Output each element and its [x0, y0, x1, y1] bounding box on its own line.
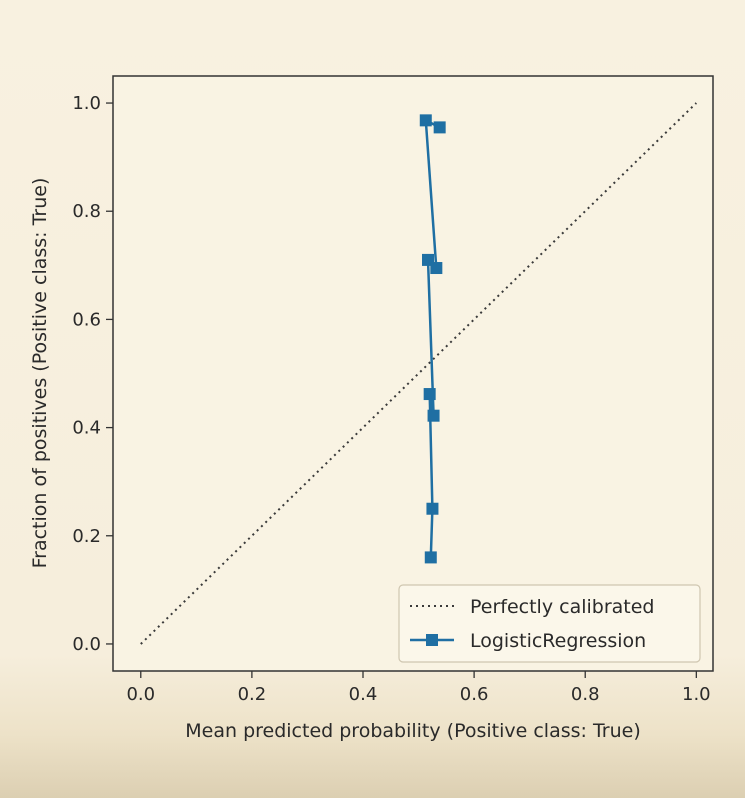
y-tick-label: 0.8	[72, 201, 101, 222]
legend-label-perfectly-calibrated: Perfectly calibrated	[470, 596, 654, 618]
data-point	[430, 262, 443, 275]
y-tick-label: 0.4	[72, 418, 101, 439]
x-axis-label: Mean predicted probability (Positive cla…	[185, 720, 640, 742]
y-axis-label: Fraction of positives (Positive class: T…	[29, 178, 51, 569]
legend-label-logisticregression: LogisticRegression	[470, 630, 646, 652]
data-point	[433, 121, 446, 134]
x-tick-label: 0.0	[126, 684, 155, 705]
y-tick-label: 0.6	[72, 309, 101, 330]
data-point	[427, 409, 440, 422]
legend: Perfectly calibrated LogisticRegression	[398, 584, 701, 663]
legend-marker-logisticregression	[426, 634, 438, 646]
y-ticks: 0.0 0.2 0.4 0.6 0.8 1.0	[72, 93, 113, 655]
data-point	[423, 388, 436, 401]
x-tick-label: 1.0	[682, 684, 711, 705]
y-tick-label: 0.0	[72, 634, 101, 655]
y-tick-label: 0.2	[72, 526, 101, 547]
legend-box	[398, 584, 701, 663]
x-tick-label: 0.6	[460, 684, 489, 705]
plot-area	[112, 75, 714, 672]
data-point	[424, 551, 437, 564]
series-group	[140, 102, 697, 645]
x-tick-label: 0.2	[238, 684, 267, 705]
x-tick-label: 0.8	[571, 684, 600, 705]
data-point	[426, 502, 439, 515]
x-ticks: 0.0 0.2 0.4 0.6 0.8 1.0	[126, 671, 711, 705]
x-tick-label: 0.4	[349, 684, 378, 705]
data-point	[419, 114, 432, 127]
y-tick-label: 1.0	[72, 93, 101, 114]
series-line-1	[424, 119, 441, 558]
